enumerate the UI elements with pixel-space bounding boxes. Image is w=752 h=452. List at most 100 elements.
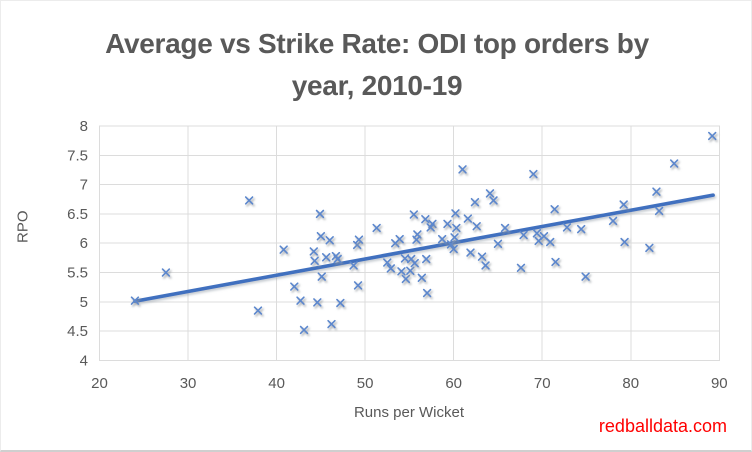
y-tick-label: 4 [80,352,88,369]
y-tick-label: 6.5 [67,206,88,223]
data-point-marker [472,222,481,231]
data-point-marker [316,231,326,241]
data-point-marker [532,229,542,238]
x-tick-label: 60 [445,375,462,392]
plot-area-border [99,125,720,361]
data-point-marker [383,258,392,267]
data-point-marker [317,272,326,281]
data-point-marker [489,196,498,205]
data-point-marker [327,319,336,329]
x-tick-label: 50 [357,375,374,392]
data-point-marker [333,254,342,264]
y-tick-label: 5 [80,294,88,311]
axis-tick-labels: 4 4.5 5 5.5 6 6.5 7 7.5 8 20 30 40 50 60 70 80 90 [67,118,728,392]
chart-title-line-1: Average vs Strike Rate: ODI top orders b… [105,28,649,59]
data-point-marker [669,159,679,168]
data-point-marker [353,281,363,290]
data-point-marker [500,223,510,233]
y-tick-label: 8 [80,118,88,135]
data-point-marker [545,237,555,247]
y-tick-label: 4.5 [67,323,88,340]
trendline [133,193,715,304]
data-point-marker [426,223,435,232]
data-point-marker [620,237,629,247]
y-axis-title: RPO [14,210,32,243]
data-point-marker [519,230,528,240]
data-point-marker [619,200,628,209]
x-axis-title: Runs per Wicket [353,404,465,421]
data-point-marker [449,244,458,254]
data-point-marker [321,253,331,262]
data-point-marker [652,187,661,196]
data-point-marker [386,264,396,273]
data-point-marker [161,268,171,277]
data-point-marker [562,223,572,232]
x-tick-label: 80 [622,375,639,392]
data-point-marker [410,258,419,268]
data-point-marker [130,296,140,305]
data-point-marker [654,206,664,216]
data-point-marker [470,197,480,207]
data-point-marker [313,298,322,307]
data-point-marker [451,209,460,218]
data-point-marker [581,272,590,281]
data-point-marker [576,224,586,234]
data-point-marker [296,296,305,305]
watermark-text: redballdata.com [598,416,727,436]
data-point-marker [354,235,364,244]
data-point-marker [550,205,559,214]
y-tick-label: 5.5 [67,265,88,282]
data-point-marker [485,189,495,198]
data-point-marker [409,210,419,219]
data-point-marker [446,240,456,249]
data-point-marker [422,254,431,264]
data-point-marker [466,248,475,257]
data-point-marker [458,165,467,174]
data-point-marker [290,282,299,291]
data-point-marker [516,263,526,273]
x-tick-label: 30 [180,375,197,392]
data-point-marker [253,306,263,315]
data-point-marker [397,267,406,276]
data-point-marker [299,325,309,335]
y-tick-label: 7.5 [67,147,88,164]
data-point-marker [422,288,432,298]
data-point-marker [406,266,415,275]
data-point-marker [279,245,288,254]
data-point-marker [452,223,461,233]
y-tick-label: 6 [80,235,88,252]
data-point-marker [336,298,345,308]
data-point-marker [443,219,452,229]
data-point-marker [349,261,358,270]
data-point-marker [412,235,421,244]
data-point-marker [244,196,254,205]
data-point-marker [477,252,487,261]
data-point-marker [309,247,318,256]
gridlines [99,125,720,361]
scatter-series [130,131,717,335]
x-tick-label: 20 [91,375,108,392]
data-point-marker [493,239,503,248]
data-point-marker [310,256,319,265]
data-point-marker [551,257,560,267]
data-point-marker [608,216,618,226]
data-point-marker [421,214,430,224]
data-point-marker [481,261,490,270]
data-point-marker [437,234,447,244]
x-tick-label: 70 [534,375,551,392]
data-point-marker [401,274,411,284]
data-point-marker [529,169,538,179]
data-point-marker [372,223,381,233]
data-point-marker [315,209,325,219]
x-tick-label: 40 [268,375,285,392]
chart-title-line-2: year, 2010-19 [291,70,463,101]
data-point-marker [463,214,473,223]
chart-title: Average vs Strike Rate: ODI top orders b… [1,23,751,107]
data-point-marker [417,273,426,282]
data-point-marker [645,243,654,253]
data-point-marker [395,234,404,244]
data-point-marker [450,233,459,242]
y-tick-label: 7 [80,177,88,194]
